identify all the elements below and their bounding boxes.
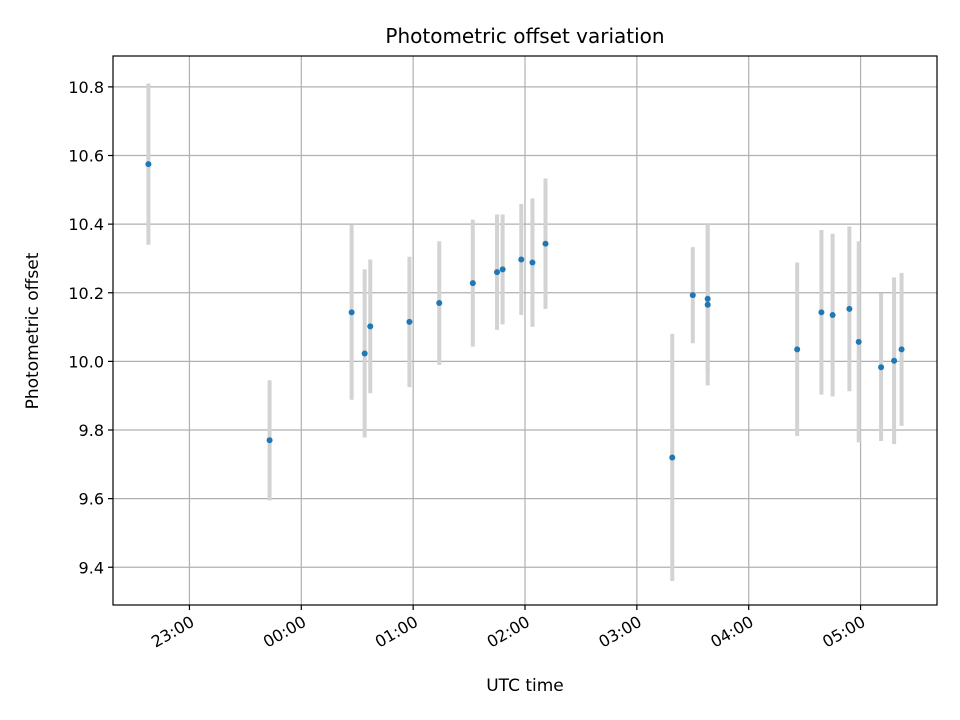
y-tick-label: 10.6 xyxy=(68,147,104,166)
y-tick-label: 10.2 xyxy=(68,284,104,303)
y-tick-label: 9.4 xyxy=(79,558,104,577)
x-axis-title: UTC time xyxy=(486,676,564,696)
data-point xyxy=(878,364,885,371)
data-point xyxy=(704,301,711,308)
data-point xyxy=(689,292,696,299)
data-point xyxy=(518,256,525,263)
data-point xyxy=(542,240,549,247)
data-point xyxy=(529,259,536,266)
y-tick-label: 9.8 xyxy=(79,421,104,440)
data-point xyxy=(818,309,825,316)
data-point xyxy=(494,269,501,276)
data-point xyxy=(266,437,273,444)
data-point xyxy=(406,318,413,325)
data-point xyxy=(348,309,355,316)
data-point xyxy=(145,161,152,168)
data-point xyxy=(669,454,676,461)
grid xyxy=(113,56,937,605)
y-tick-label: 10.0 xyxy=(68,352,104,371)
data-point xyxy=(499,266,506,273)
data-point xyxy=(855,338,862,345)
data-point xyxy=(436,300,443,307)
data-point xyxy=(891,357,898,364)
data-point xyxy=(361,350,368,357)
data-point xyxy=(898,346,905,353)
data-point xyxy=(469,280,476,287)
data-point xyxy=(846,305,853,312)
y-tick-label: 10.4 xyxy=(68,215,104,234)
chart-title: Photometric offset variation xyxy=(385,24,664,48)
data-points xyxy=(145,161,905,461)
y-axis-title: Photometric offset xyxy=(23,252,43,409)
data-point xyxy=(367,323,374,330)
data-point xyxy=(794,346,801,353)
y-axis: 9.4 9.6 9.8 10.0 10.2 10.4 10.6 10.8 xyxy=(68,78,113,577)
y-tick-label: 9.6 xyxy=(79,490,104,509)
data-point xyxy=(829,312,836,319)
data-point xyxy=(704,295,711,302)
y-tick-label: 10.8 xyxy=(68,78,104,97)
